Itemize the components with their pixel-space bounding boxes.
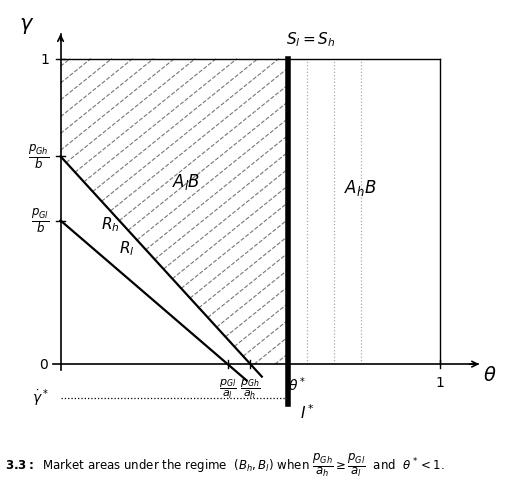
Text: $A_h B$: $A_h B$ bbox=[344, 178, 377, 197]
Text: $S_l = S_h$: $S_l = S_h$ bbox=[286, 30, 336, 49]
Text: $A_l B$: $A_l B$ bbox=[172, 171, 200, 192]
Text: $\dfrac{p_{Gl}}{b}$: $\dfrac{p_{Gl}}{b}$ bbox=[30, 207, 49, 235]
Text: $\gamma$: $\gamma$ bbox=[19, 16, 34, 36]
Text: $\bf{3.3:}$  Market areas under the regime  $(B_h, B_l)$ when $\dfrac{p_{Gh}}{a_: $\bf{3.3:}$ Market areas under the regim… bbox=[5, 451, 445, 478]
Text: $\theta$: $\theta$ bbox=[483, 366, 496, 384]
Text: $I^*$: $I^*$ bbox=[300, 402, 315, 421]
Text: $\dot{\gamma}^*$: $\dot{\gamma}^*$ bbox=[33, 387, 49, 408]
Text: $1$: $1$ bbox=[436, 375, 445, 389]
Text: $\dfrac{p_{Gh}}{b}$: $\dfrac{p_{Gh}}{b}$ bbox=[28, 143, 49, 171]
Text: $R_h$: $R_h$ bbox=[101, 215, 119, 233]
Text: $\theta^*$: $\theta^*$ bbox=[288, 375, 307, 394]
Text: $\dfrac{p_{Gh}}{a_h}$: $\dfrac{p_{Gh}}{a_h}$ bbox=[240, 376, 261, 400]
Text: $\dfrac{p_{Gl}}{a_l}$: $\dfrac{p_{Gl}}{a_l}$ bbox=[219, 376, 236, 400]
Text: $0$: $0$ bbox=[39, 358, 49, 372]
Text: $1$: $1$ bbox=[40, 52, 49, 66]
Text: $R_l$: $R_l$ bbox=[119, 239, 135, 258]
